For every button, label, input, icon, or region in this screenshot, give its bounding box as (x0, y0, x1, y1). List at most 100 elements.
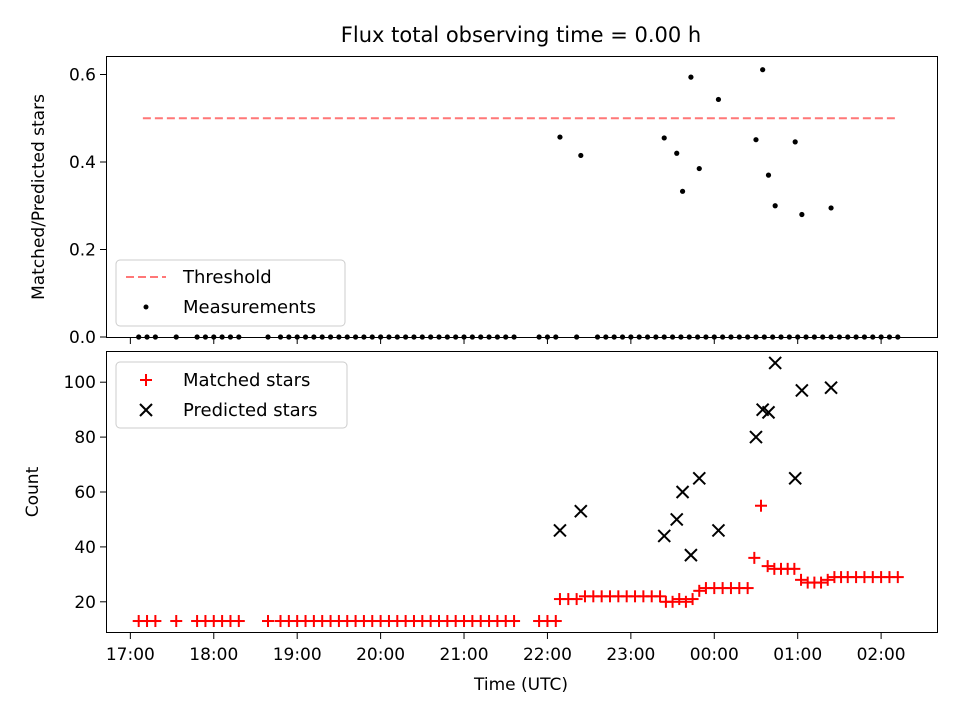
matched-star-marker (654, 590, 667, 603)
predicted-star-marker (684, 548, 698, 562)
predicted-star-marker (675, 485, 690, 499)
matched-star-marker (679, 595, 692, 608)
count-y-tick-label: 80 (74, 428, 96, 448)
predicted-star-marker (657, 529, 671, 543)
ratio-legend: Threshold Measurements (115, 259, 346, 327)
matched-star-marker (686, 593, 699, 606)
count-x-tick-label: 19:00 (273, 645, 322, 665)
count-x-tick-label: 20:00 (356, 645, 405, 665)
matched-star-marker (666, 595, 679, 608)
legend-matched-label: Matched stars (183, 370, 310, 391)
ratio-plot-area: 0.0 0.2 0.4 0.6 (69, 66, 901, 348)
legend-matched-swatch (140, 374, 152, 386)
matched-star-marker (673, 593, 686, 606)
count-legend-box (115, 361, 348, 429)
count-y-tick-label: 40 (74, 538, 96, 558)
measurement-point (674, 150, 680, 156)
predicted-marker-b (657, 529, 671, 543)
predicted-star-marker (824, 380, 838, 395)
predicted-marker-b (670, 512, 684, 527)
count-x-tick-label: 02:00 (857, 645, 906, 665)
predicted-marker-b (684, 548, 698, 562)
matched-star-marker (821, 573, 834, 586)
matched-star-marker (570, 593, 583, 606)
ratio-panel-frame (106, 56, 938, 338)
y-axis-label-count: Count (23, 466, 43, 517)
predicted-marker-b (692, 471, 706, 485)
measurement-point (828, 205, 834, 211)
matched-star-marker (795, 573, 808, 586)
predicted-marker-b (749, 430, 763, 444)
predicted-star-marker (795, 383, 809, 398)
count-x-tick-label: 21:00 (440, 645, 489, 665)
measurement-point (753, 137, 759, 143)
predicted-marker-b (711, 523, 726, 538)
matched-star-marker (891, 571, 904, 584)
matched-star-marker (170, 615, 183, 628)
predicted-marker-b (675, 485, 690, 499)
x-axis-label: Time (UTC) (473, 675, 568, 695)
count-legend: Matched stars Predicted stars (115, 361, 348, 429)
ratio-y-tick-label: 0.0 (69, 328, 96, 348)
measurement-point (760, 67, 766, 73)
ratio-y-tick-label: 0.4 (69, 153, 96, 173)
count-panel: Count Time (UTC) 20 40 60 80 100 17:00 18:00 19… (23, 351, 938, 695)
predicted-star-marker (788, 471, 802, 485)
measurement-point (792, 139, 798, 145)
predicted-star-marker (553, 523, 567, 538)
predicted-marker-b (788, 471, 802, 485)
legend-measurements-label: Measurements (183, 297, 316, 318)
predicted-marker-b (553, 523, 567, 538)
matched-star-marker (693, 584, 706, 597)
legend-predicted-swatch (139, 403, 153, 417)
measurement-point (696, 165, 702, 172)
count-panel-frame (106, 351, 938, 633)
legend-predicted-label: Predicted stars (183, 400, 317, 421)
matched-star-marker (788, 562, 801, 575)
measurement-point (715, 96, 722, 103)
predicted-star-marker (749, 430, 763, 444)
count-x-tick-label: 01:00 (773, 645, 822, 665)
measurement-point (661, 135, 667, 141)
matched-star-marker (508, 615, 521, 628)
predicted-star-marker (574, 504, 588, 518)
predicted-star-marker (670, 512, 684, 527)
chart-title: Flux total observing time = 0.00 h (341, 23, 701, 47)
measurement-point (557, 134, 563, 140)
measurement-point (679, 188, 686, 194)
matched-star-marker (741, 582, 754, 595)
matched-star-marker (549, 615, 562, 628)
count-x-tick-label: 17:00 (106, 645, 155, 665)
count-plot-area: 20 40 60 80 100 17:00 18:00 19:00 20:00 21:00 22:0… (64, 356, 906, 665)
count-y-tick-label: 100 (64, 373, 96, 393)
predicted-star-marker (711, 523, 726, 538)
matched-star-marker (261, 615, 274, 628)
ratio-y-tick-label: 0.2 (69, 241, 96, 261)
measurement-point (765, 172, 772, 178)
matched-star-marker (149, 615, 162, 628)
y-axis-label-ratio: Matched/Predicted stars (29, 94, 49, 300)
matched-star-marker (761, 560, 774, 573)
count-y-tick-label: 20 (74, 593, 96, 613)
predicted-marker-b (768, 356, 782, 370)
measurement-point (799, 211, 805, 218)
count-y-tick-label: 60 (74, 483, 96, 503)
ratio-panel: Flux total observing time = 0.00 h Match… (29, 23, 938, 348)
predicted-marker-b (755, 402, 770, 417)
ratio-y-tick-label: 0.6 (69, 66, 96, 86)
measurement-point (578, 152, 584, 159)
matched-star-marker (748, 551, 761, 564)
predicted-marker-b (761, 405, 776, 420)
predicted-star-marker (761, 405, 776, 420)
count-x-tick-label: 23:00 (606, 645, 655, 665)
measurement-point (688, 74, 694, 80)
predicted-marker-b (795, 383, 809, 398)
predicted-marker-b (824, 380, 838, 395)
count-x-tick-label: 18:00 (189, 645, 238, 665)
measurement-point (772, 203, 778, 209)
count-x-tick-label: 22:00 (523, 645, 572, 665)
ratio-legend-box (115, 259, 346, 327)
predicted-star-marker (768, 356, 782, 370)
